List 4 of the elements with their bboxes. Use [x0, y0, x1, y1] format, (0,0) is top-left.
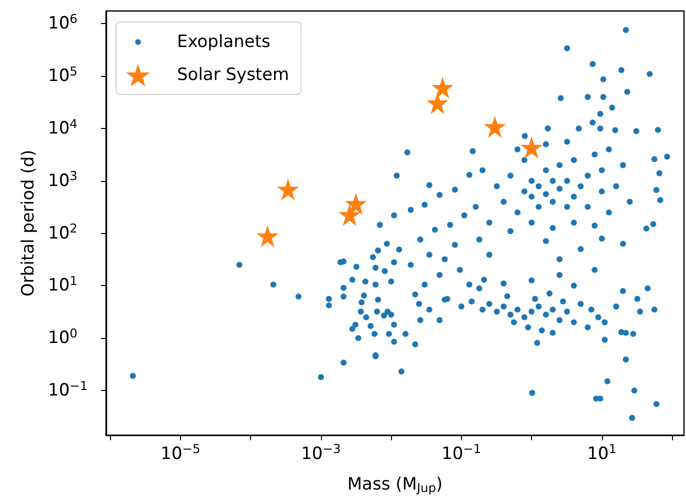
x-axis-title: Mass (MJup)	[347, 474, 443, 495]
legend-label: Exoplanets	[177, 32, 271, 52]
legend-label: Solar System	[177, 65, 290, 86]
y-axis-title: Orbital period (d)	[18, 150, 39, 296]
